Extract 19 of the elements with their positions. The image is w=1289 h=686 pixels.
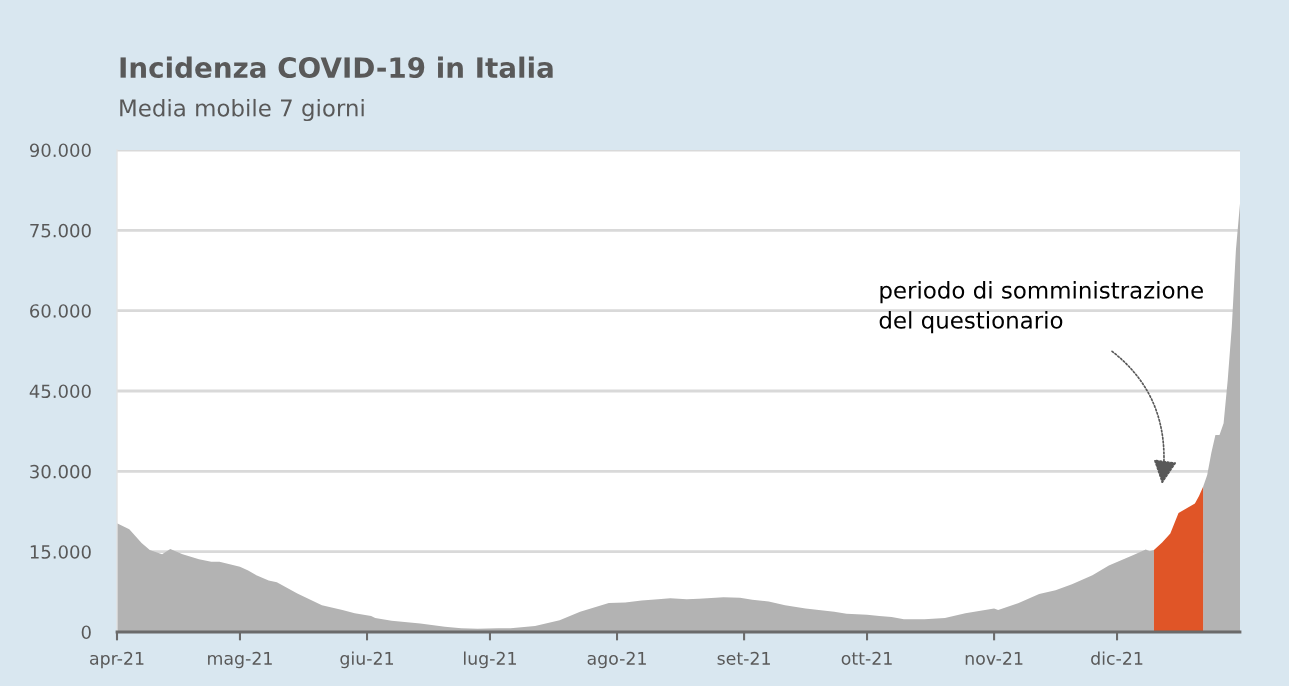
x-tick-label: giu-21 [340, 651, 394, 669]
chart-title: Incidenza COVID-19 in Italia [120, 56, 553, 79]
y-tick-label: 45.000 [29, 384, 91, 399]
x-tick-label: dic-21 [1091, 651, 1143, 665]
x-tick-label: set-21 [717, 651, 770, 665]
annotation: periodo di somministrazione del questionario [879, 281, 1203, 334]
x-tick-label: mag-21 [208, 651, 272, 669]
x-tick-label: lug-21 [464, 651, 516, 669]
y-tick-label: 30.000 [30, 464, 91, 479]
y-tick-label: 60.000 [30, 304, 91, 318]
x-tick-label: ott-21 [841, 651, 892, 665]
x-tick-label: apr-21 [90, 651, 144, 669]
y-tick-label: 90.000 [29, 143, 91, 158]
y-tick-label: 75.000 [30, 223, 91, 238]
chart-subtitle: Media mobile 7 giorni [120, 98, 364, 122]
x-tick-label: nov-21 [965, 651, 1023, 665]
x-tick-label: ago-21 [587, 651, 646, 669]
y-tick-label: 15.000 [30, 545, 91, 559]
y-tick-label: 0 [81, 625, 91, 640]
